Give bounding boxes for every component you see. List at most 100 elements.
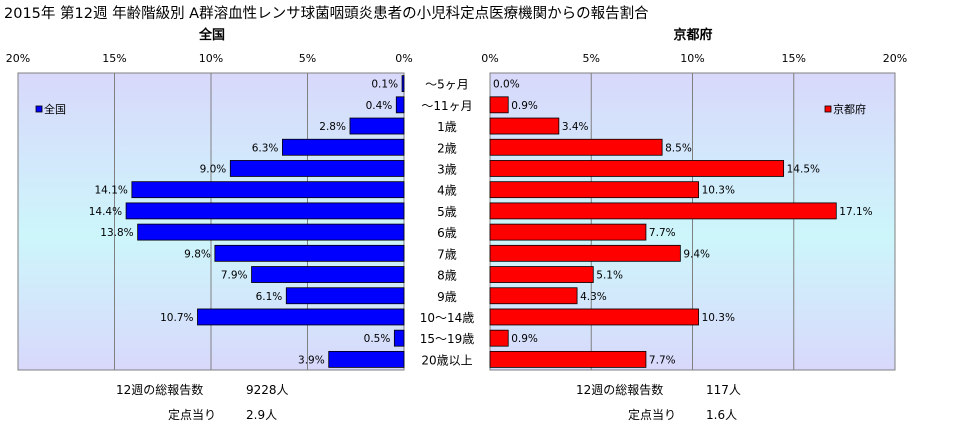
right-tick-label: 5%: [583, 52, 600, 65]
data-label-kyoto: 8.5%: [665, 142, 692, 154]
bar-kyoto: [489, 244, 681, 262]
right-panel-heading: 京都府: [673, 27, 712, 43]
data-label-kyoto: 3.4%: [562, 121, 589, 133]
right-legend-label: 京都府: [833, 102, 866, 116]
data-label-kyoto: 7.7%: [649, 354, 676, 366]
left-tick-label: 20%: [6, 52, 30, 65]
bar-national: [131, 181, 405, 199]
right-total-value: 117人: [706, 383, 741, 397]
category-label: ～5ヶ月: [425, 78, 469, 92]
bar-national: [349, 117, 405, 135]
bar-kyoto: [489, 202, 837, 220]
data-label-kyoto: 0.0%: [493, 79, 520, 91]
data-label-national: 9.0%: [200, 163, 227, 175]
bar-kyoto: [489, 266, 594, 283]
right-tick-label: 15%: [782, 52, 806, 65]
axis-tick-labels: 0% 0% 5% 5% 10% 10% 15% 15% 20% 20%: [6, 52, 907, 65]
bar-national: [282, 138, 405, 156]
category-label: 20歳以上: [421, 353, 472, 367]
left-tick-label: 10%: [199, 52, 223, 65]
data-label-kyoto: 10.3%: [702, 185, 735, 197]
bar-national: [125, 202, 405, 220]
data-label-kyoto: 9.4%: [683, 248, 710, 260]
bar-kyoto: [489, 96, 509, 114]
bar-kyoto: [489, 308, 699, 326]
bar-kyoto: [489, 181, 699, 199]
bar-national: [393, 329, 405, 347]
data-label-national: 10.7%: [160, 312, 193, 324]
category-label: 8歳: [437, 269, 457, 283]
data-label-national: 0.4%: [366, 100, 393, 112]
left-legend: 全国: [35, 102, 66, 116]
category-label: 10～14歳: [420, 311, 475, 325]
bar-kyoto: [489, 287, 578, 305]
bar-national: [395, 96, 405, 114]
left-legend-swatch: [35, 105, 43, 113]
data-label-national: 13.8%: [100, 227, 133, 239]
data-label-national: 6.3%: [252, 142, 279, 154]
category-label: 6歳: [437, 226, 457, 240]
data-label-kyoto: 0.9%: [511, 333, 538, 345]
category-label: 9歳: [437, 290, 457, 304]
left-tick-label: 15%: [102, 52, 126, 65]
left-tick-label: 5%: [299, 52, 316, 65]
bar-national: [401, 75, 405, 93]
category-label: ～11ヶ月: [421, 99, 472, 113]
data-label-kyoto: 14.5%: [787, 163, 820, 175]
right-tick-label: 0%: [481, 52, 498, 65]
right-legend-swatch: [824, 105, 832, 113]
data-label-national: 3.9%: [298, 354, 325, 366]
category-label: 7歳: [437, 247, 457, 261]
bar-kyoto: [489, 350, 647, 368]
left-panel-heading: 全国: [198, 27, 225, 43]
right-per-site-value: 1.6人: [706, 408, 737, 422]
data-label-national: 6.1%: [256, 291, 283, 303]
bar-national: [137, 223, 405, 241]
data-label-national: 0.5%: [364, 333, 391, 345]
data-label-kyoto: 7.7%: [649, 227, 676, 239]
bars: 0.1% 0.0% 0.4% 0.9% 2.8% 3.4% 6.3% 8.5% 9.0% 14.5…: [89, 75, 873, 368]
bar-national: [197, 308, 405, 326]
bar-national: [214, 244, 405, 262]
left-tick-label: 0%: [395, 52, 412, 65]
data-label-national: 14.4%: [89, 206, 122, 218]
left-total-label: 12週の総報告数: [116, 382, 203, 397]
bar-kyoto: [489, 117, 560, 135]
right-tick-label: 10%: [680, 52, 704, 65]
bar-kyoto: [489, 138, 663, 156]
bar-kyoto: [489, 160, 785, 177]
category-label: 5歳: [437, 205, 457, 219]
bar-national: [229, 160, 405, 177]
left-per-site-label: 定点当り: [168, 407, 216, 422]
data-label-kyoto: 17.1%: [839, 206, 872, 218]
data-label-kyoto: 0.9%: [511, 100, 538, 112]
bar-national: [251, 266, 405, 283]
data-label-national: 7.9%: [221, 270, 248, 282]
data-label-kyoto: 4.3%: [580, 291, 607, 303]
left-per-site-value: 2.9人: [246, 408, 277, 422]
category-labels: ～5ヶ月 ～11ヶ月 1歳 2歳 3歳 4歳 5歳 6歳 7歳 8歳 9歳 10～14歳 15～19歳 2…: [420, 78, 475, 368]
right-tick-label: 20%: [883, 52, 907, 65]
category-label: 15～19歳: [420, 332, 475, 346]
bar-kyoto: [489, 329, 509, 347]
data-label-national: 2.8%: [319, 121, 346, 133]
category-label: 4歳: [437, 184, 457, 198]
right-legend: 京都府: [824, 102, 866, 116]
data-label-kyoto: 10.3%: [702, 312, 735, 324]
data-label-national: 9.8%: [184, 248, 211, 260]
left-total-value: 9228人: [246, 383, 289, 397]
category-label: 1歳: [437, 120, 457, 134]
right-total-label: 12週の総報告数: [576, 382, 663, 397]
bar-national: [328, 350, 405, 368]
category-label: 2歳: [437, 141, 457, 155]
right-per-site-label: 定点当り: [628, 407, 676, 422]
bar-kyoto: [489, 223, 647, 241]
data-label-kyoto: 5.1%: [596, 270, 623, 282]
data-label-national: 14.1%: [95, 185, 128, 197]
chart-title: 2015年 第12週 年齢階級別 A群溶血性レンサ球菌咽頭炎患者の小児科定点医療…: [4, 4, 649, 22]
data-label-national: 0.1%: [371, 79, 398, 91]
left-legend-label: 全国: [44, 102, 66, 116]
bar-national: [285, 287, 405, 305]
category-label: 3歳: [437, 162, 457, 176]
